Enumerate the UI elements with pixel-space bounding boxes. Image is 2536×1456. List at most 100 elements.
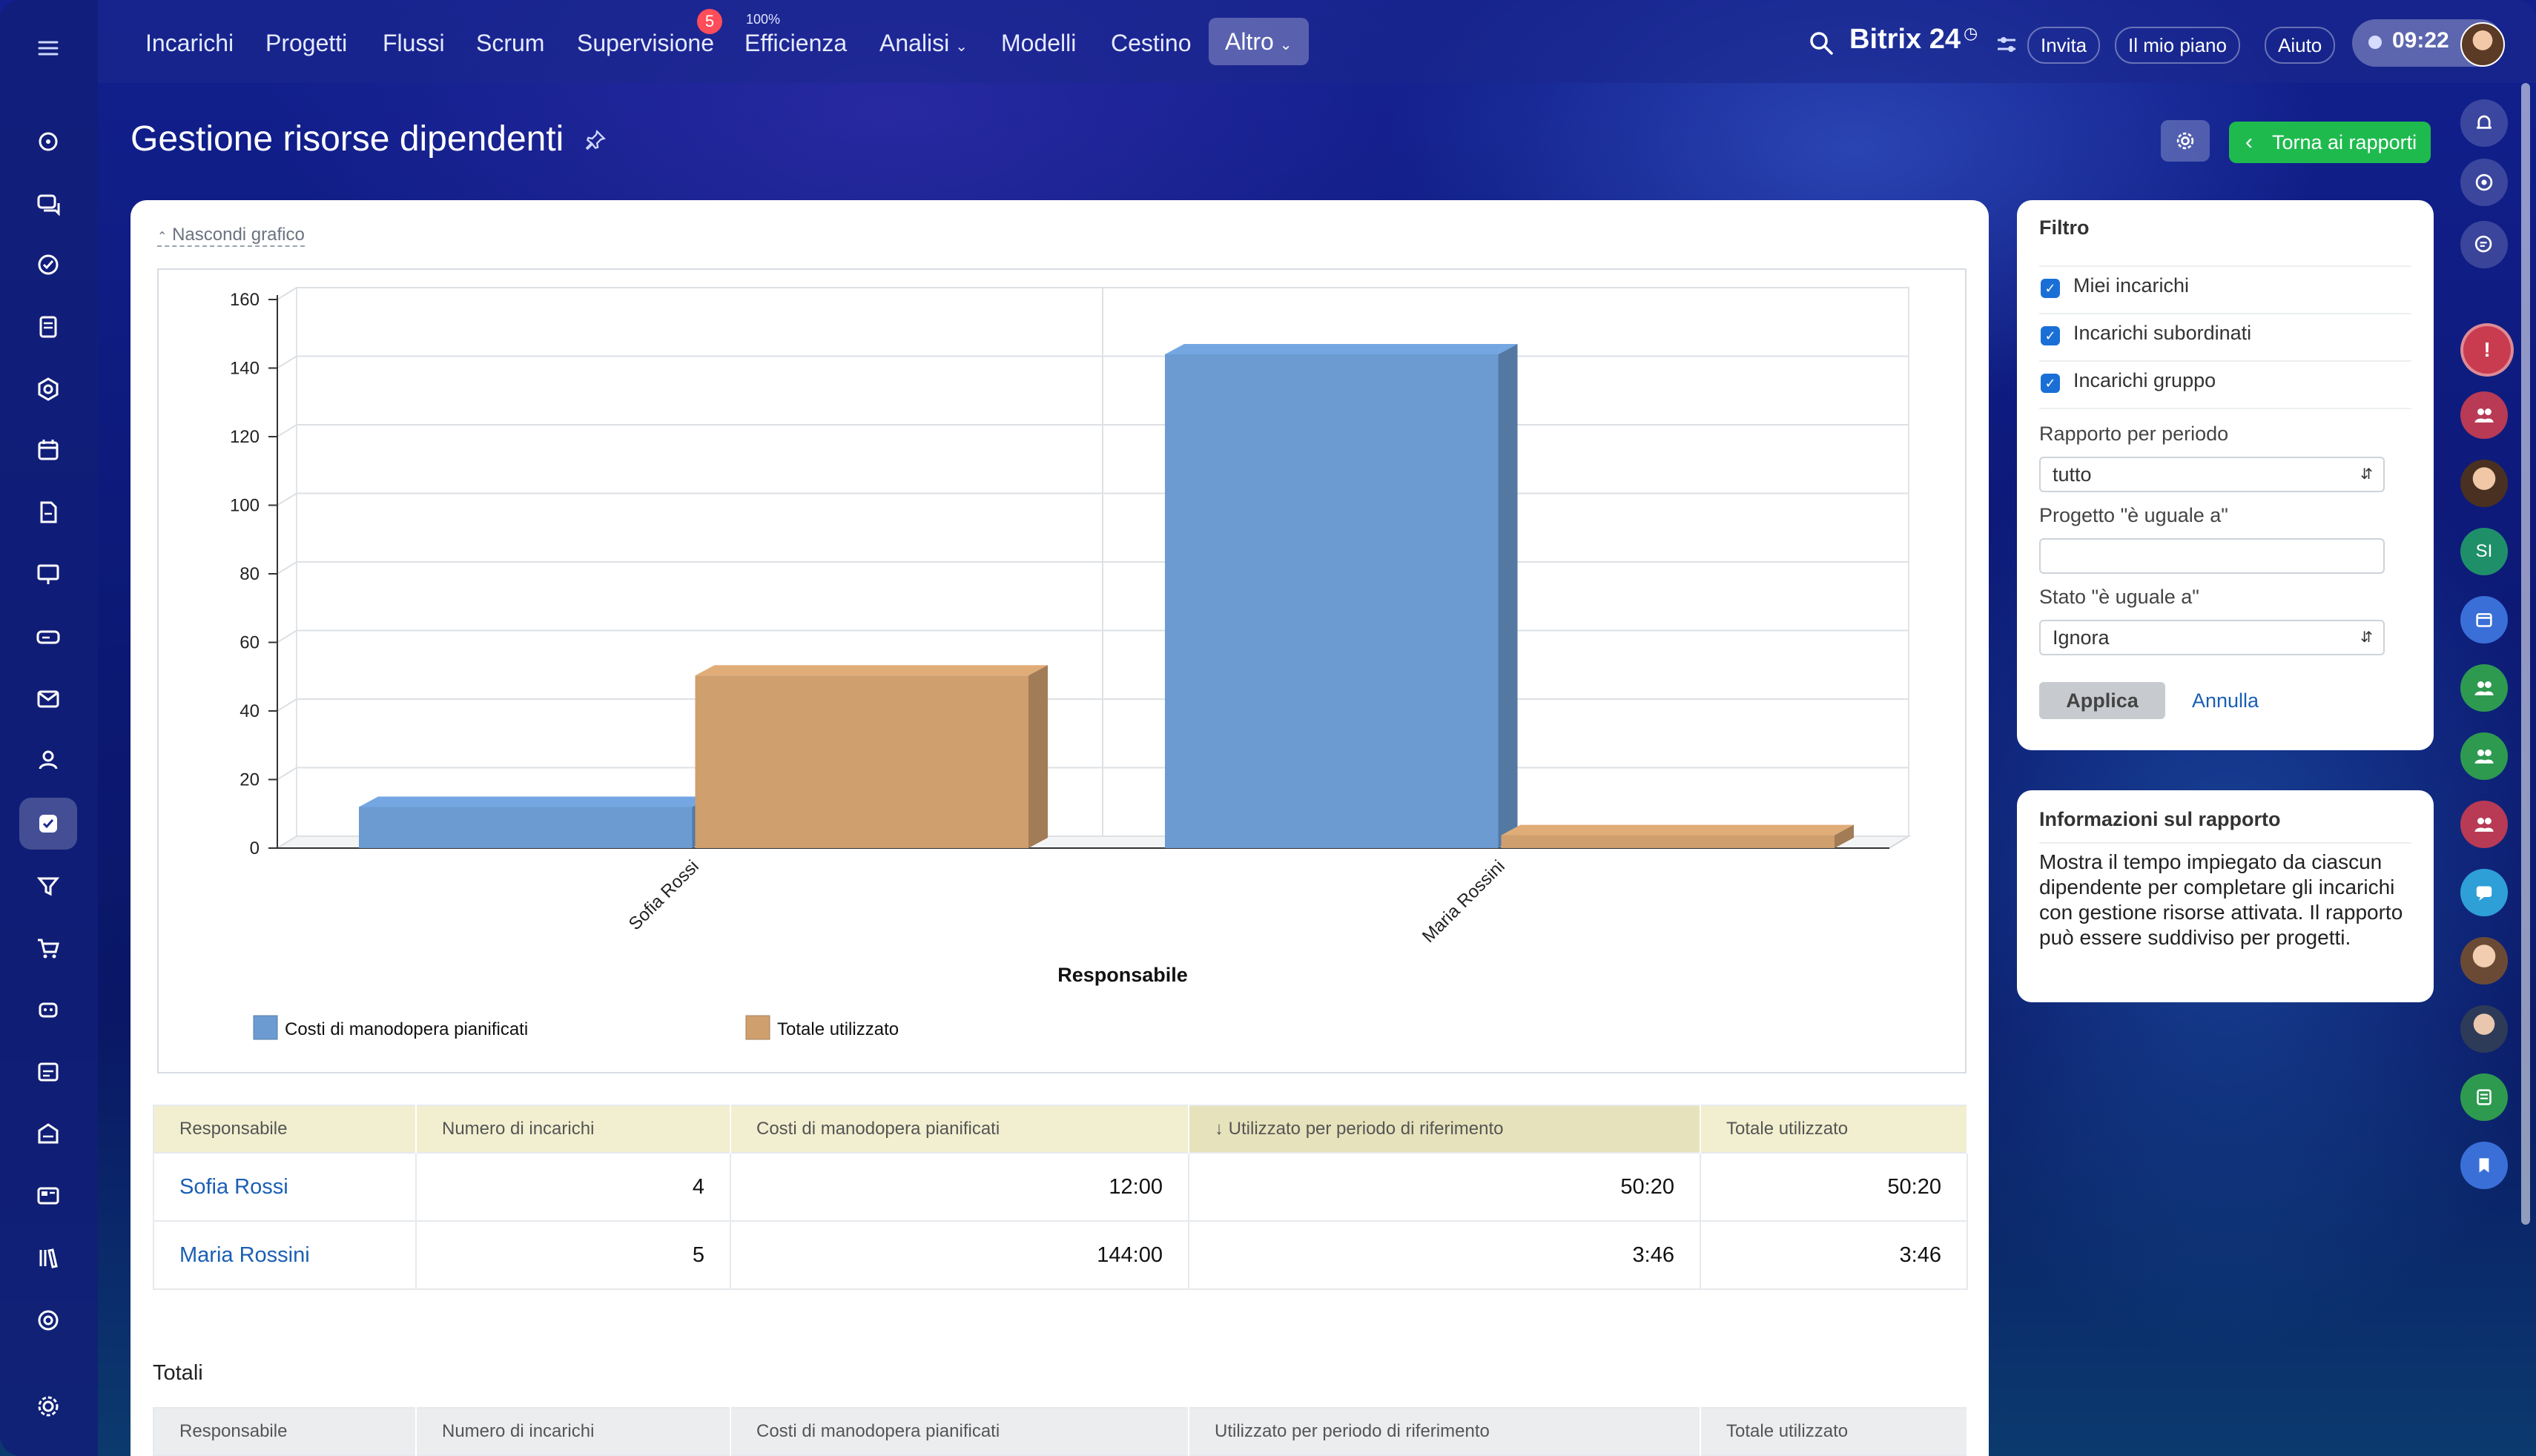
group-chat-green-icon[interactable] xyxy=(2460,664,2508,712)
bar-top-1-0 xyxy=(1165,344,1518,354)
menu-icon[interactable] xyxy=(19,22,77,74)
checkbox-label: Incarichi subordinati xyxy=(2073,322,2252,344)
search-chat-icon[interactable] xyxy=(2460,221,2508,268)
shop-icon[interactable] xyxy=(19,922,77,974)
news-icon[interactable] xyxy=(19,1170,77,1222)
y-tick-label: 40 xyxy=(240,701,260,721)
chat-bubble-icon[interactable] xyxy=(2460,869,2508,916)
column-header-responsabile[interactable]: Responsabile xyxy=(153,1105,417,1153)
filter-sliders-icon[interactable] xyxy=(1995,33,2018,56)
robot-icon[interactable] xyxy=(19,983,77,1035)
checkbox-incarichi-gruppo[interactable]: ✓ xyxy=(2041,374,2060,393)
page-scrollbar[interactable] xyxy=(2521,83,2530,1225)
totals-header-utilizzato-periodo: Utilizzato per periodo di riferimento xyxy=(1189,1408,1701,1455)
nav-incarichi[interactable]: Incarichi xyxy=(145,30,234,56)
efficienza-percent: 100% xyxy=(746,12,781,27)
planned-cost-cell: 12:00 xyxy=(730,1152,1189,1221)
presentation-icon[interactable] xyxy=(19,549,77,600)
contact-avatar-2[interactable] xyxy=(2460,937,2508,985)
back-to-reports-button[interactable]: ‹ Torna ai rapporti xyxy=(2229,122,2431,163)
my-plan-button[interactable]: Il mio piano xyxy=(2115,27,2240,64)
hide-chart-link[interactable]: ⌃ Nascondi grafico xyxy=(157,225,305,247)
calendar-chat-icon[interactable] xyxy=(2460,596,2508,643)
nav-cestino[interactable]: Cestino xyxy=(1111,30,1192,56)
checkbox-label: Incarichi gruppo xyxy=(2073,369,2216,391)
chat-icon[interactable] xyxy=(19,178,77,230)
project-input[interactable] xyxy=(2039,538,2385,574)
group-chat-icon[interactable] xyxy=(2460,391,2508,439)
checkbox-miei-incarichi[interactable]: ✓ xyxy=(2041,279,2060,298)
totals-heading: Totali xyxy=(153,1361,203,1385)
nav-analisi[interactable]: Analisi ⌄ xyxy=(879,25,968,61)
invite-button[interactable]: Invita xyxy=(2027,27,2101,64)
documents-icon[interactable] xyxy=(19,301,77,353)
chevron-left-icon: ‹ xyxy=(2245,130,2253,154)
column-header-costi-pianificati[interactable]: Costi di manodopera pianificati xyxy=(730,1105,1189,1153)
bar-side-0-1 xyxy=(1028,665,1048,848)
pin-icon[interactable] xyxy=(583,121,608,162)
inventory-icon[interactable] xyxy=(19,1108,77,1159)
nav-progetti[interactable]: Progetti xyxy=(265,30,348,56)
legend-swatch-0 xyxy=(253,1015,278,1040)
nav-altro[interactable]: Altro ⌄ xyxy=(1209,18,1309,65)
period-label: Rapporto per periodo xyxy=(2039,423,2229,445)
calendar-icon[interactable] xyxy=(19,424,77,476)
contact-avatar-initials[interactable]: SI xyxy=(2460,528,2508,575)
contact-avatar-1[interactable] xyxy=(2460,460,2508,507)
file-icon[interactable] xyxy=(19,486,77,538)
totals-table: Responsabile Numero di incarichi Costi d… xyxy=(153,1407,1968,1456)
y-gridline-depth xyxy=(277,287,297,300)
employees-icon[interactable] xyxy=(19,734,77,786)
bookmark-icon[interactable] xyxy=(2460,1142,2508,1189)
checkbox-incarichi-subordinati[interactable]: ✓ xyxy=(2041,326,2060,345)
copilot-icon[interactable] xyxy=(2460,159,2508,206)
task-count-cell: 5 xyxy=(416,1220,731,1289)
gear-icon xyxy=(2176,132,2194,150)
cancel-link[interactable]: Annulla xyxy=(2192,689,2259,712)
feed-icon[interactable] xyxy=(19,116,77,168)
nav-flussi[interactable]: Flussi xyxy=(383,30,445,56)
drive-icon[interactable] xyxy=(19,611,77,663)
booking-icon[interactable] xyxy=(19,1045,77,1097)
responsible-link[interactable]: Sofia Rossi xyxy=(153,1152,417,1221)
group-chat-green-2-icon[interactable] xyxy=(2460,732,2508,780)
nav-scrum[interactable]: Scrum xyxy=(476,30,545,56)
nav-modelli[interactable]: Modelli xyxy=(1001,30,1077,56)
apply-button[interactable]: Applica xyxy=(2039,682,2165,719)
status-select[interactable]: Ignora ⇵ xyxy=(2039,620,2385,655)
funnel-icon[interactable] xyxy=(19,860,77,912)
period-select[interactable]: tutto ⇵ xyxy=(2039,457,2385,492)
check-icon: ✓ xyxy=(2044,280,2056,296)
notes-icon[interactable] xyxy=(2460,1073,2508,1121)
column-header-utilizzato-periodo[interactable]: ↓ Utilizzato per periodo di riferimento xyxy=(1189,1105,1701,1153)
settings-gear-icon[interactable] xyxy=(19,1380,77,1432)
contact-avatar-3[interactable] xyxy=(2460,1005,2508,1053)
y-tick-label: 160 xyxy=(230,290,260,310)
responsible-link[interactable]: Maria Rossini xyxy=(153,1220,417,1289)
divider xyxy=(2039,842,2411,844)
group-chat-red-icon[interactable] xyxy=(2460,801,2508,848)
project-label: Progetto "è uguale a" xyxy=(2039,504,2228,526)
notifications-bell-icon[interactable] xyxy=(2460,99,2508,147)
nav-supervisione[interactable]: Supervisione xyxy=(577,30,714,56)
mail-icon[interactable] xyxy=(19,673,77,725)
report-settings-button[interactable] xyxy=(2161,120,2210,162)
crm-icon[interactable] xyxy=(19,239,77,291)
status-value: Ignora xyxy=(2053,626,2110,649)
y-gridline-depth xyxy=(277,561,297,575)
nav-efficienza[interactable]: Efficienza xyxy=(744,30,848,56)
y-tick-label: 60 xyxy=(240,633,260,653)
help-button[interactable]: Aiuto xyxy=(2265,27,2336,64)
select-arrows-icon: ⇵ xyxy=(2360,466,2373,483)
filter-panel: Filtro ✓ Miei incarichi ✓ Incarichi subo… xyxy=(2017,200,2434,750)
alert-icon[interactable]: ! xyxy=(2460,323,2514,377)
user-avatar[interactable] xyxy=(2460,22,2505,67)
tasks-icon[interactable] xyxy=(19,798,77,850)
search-icon[interactable] xyxy=(1806,28,1836,58)
column-header-totale-utilizzato[interactable]: Totale utilizzato xyxy=(1700,1105,1968,1153)
goals-icon[interactable] xyxy=(19,1294,77,1346)
clock-widget[interactable]: 09:22 xyxy=(2352,19,2505,67)
knowledge-base-icon[interactable] xyxy=(19,1232,77,1284)
column-header-numero-incarichi[interactable]: Numero di incarichi xyxy=(416,1105,731,1153)
sites-icon[interactable] xyxy=(19,363,77,415)
